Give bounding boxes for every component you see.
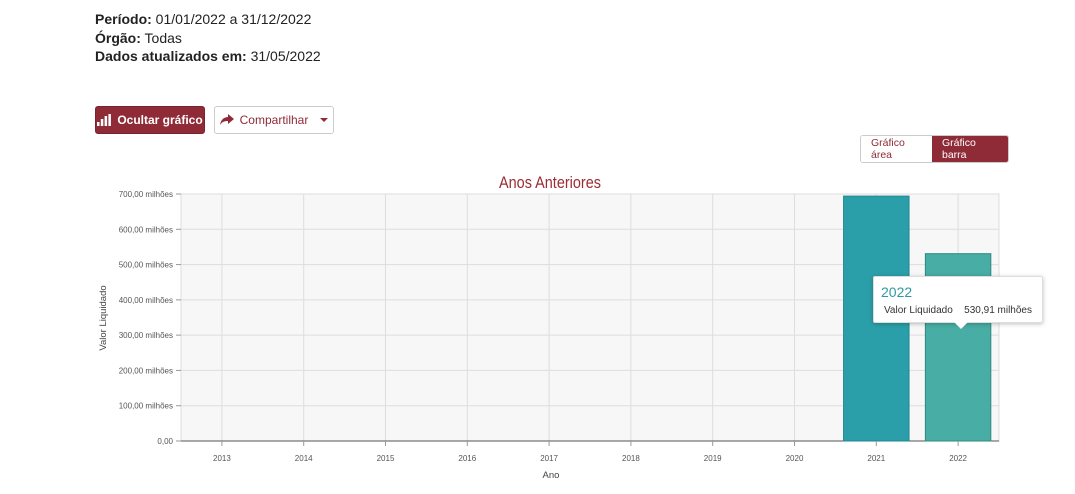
x-tick-label: 2020 xyxy=(786,454,804,463)
tooltip-label: Valor Liquidado xyxy=(884,305,953,316)
periodo-label: Período: xyxy=(95,11,152,27)
bar-chart-icon xyxy=(97,114,112,126)
bar-chart-toggle[interactable]: Gráfico barra xyxy=(932,136,1008,162)
y-tick-label: 600,00 milhões xyxy=(119,225,173,234)
y-axis-label: Valor Liquidado xyxy=(98,285,109,350)
filter-info: Período: 01/01/2022 a 31/12/2022 Órgão: … xyxy=(95,10,321,66)
y-tick-label: 500,00 milhões xyxy=(119,261,173,270)
y-tick-label: 0,00 xyxy=(157,437,173,446)
y-tick-label: 700,00 milhões xyxy=(119,190,173,199)
y-tick-label: 200,00 milhões xyxy=(119,366,173,375)
x-tick-label: 2015 xyxy=(377,454,395,463)
hide-chart-label: Ocultar gráfico xyxy=(117,113,203,127)
x-tick-label: 2014 xyxy=(295,454,313,463)
x-tick-label: 2022 xyxy=(949,454,967,463)
x-tick-label: 2016 xyxy=(458,454,476,463)
hide-chart-button[interactable]: Ocultar gráfico xyxy=(95,106,205,134)
tooltip-title: 2022 xyxy=(881,284,913,300)
orgao-value: Todas xyxy=(144,29,182,46)
chart-title: Anos Anteriores xyxy=(499,174,601,192)
x-tick-label: 2021 xyxy=(867,454,885,463)
chart-type-toggle: Gráfico área Gráfico barra xyxy=(860,135,1009,163)
x-tick-label: 2017 xyxy=(540,454,558,463)
chart-tooltip: 2022 Valor Liquidado 530,91 milhões xyxy=(873,276,1043,329)
periodo-value: 01/01/2022 a 31/12/2022 xyxy=(155,11,312,27)
y-tick-label: 400,00 milhões xyxy=(119,296,173,305)
share-label: Compartilhar xyxy=(239,113,309,127)
tooltip-value: 530,91 milhões xyxy=(964,305,1032,316)
dados-value: 31/05/2022 xyxy=(250,48,321,64)
x-tick-label: 2018 xyxy=(622,454,640,463)
y-tick-label: 100,00 milhões xyxy=(119,402,173,411)
x-tick-label: 2019 xyxy=(704,454,722,463)
area-chart-toggle[interactable]: Gráfico área xyxy=(861,136,932,162)
y-tick-label: 300,00 milhões xyxy=(119,331,173,340)
periodo-line: Período: 01/01/2022 a 31/12/2022 xyxy=(95,10,321,29)
dados-label: Dados atualizados em: xyxy=(95,48,247,64)
dados-line: Dados atualizados em: 31/05/2022 xyxy=(95,47,321,66)
share-button[interactable]: Compartilhar xyxy=(214,106,334,134)
share-arrow-icon xyxy=(219,114,234,125)
x-tick-label: 2013 xyxy=(213,454,231,463)
chevron-down-icon xyxy=(320,118,329,122)
orgao-label: Órgão: xyxy=(95,29,141,46)
tooltip-arrow xyxy=(954,322,968,329)
x-axis-label: Ano xyxy=(543,470,560,481)
orgao-line: Órgão: Todas xyxy=(95,29,321,48)
